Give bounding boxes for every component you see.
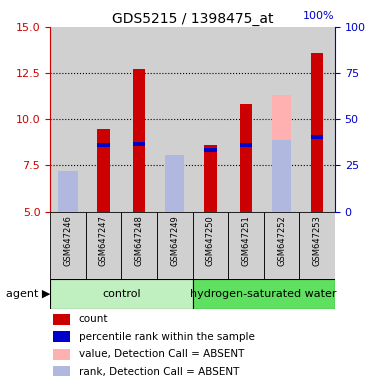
Bar bbox=[121, 27, 157, 212]
Bar bbox=[53, 331, 70, 342]
Bar bbox=[157, 212, 192, 279]
Bar bbox=[85, 212, 121, 279]
Bar bbox=[192, 27, 228, 212]
Bar bbox=[240, 143, 252, 147]
Bar bbox=[97, 143, 110, 147]
Text: agent ▶: agent ▶ bbox=[6, 289, 50, 299]
Bar bbox=[85, 27, 121, 212]
Title: GDS5215 / 1398475_at: GDS5215 / 1398475_at bbox=[112, 12, 273, 26]
Bar bbox=[228, 212, 264, 279]
Bar bbox=[50, 279, 192, 309]
Bar bbox=[228, 27, 264, 212]
Bar bbox=[97, 129, 110, 212]
Text: control: control bbox=[102, 289, 141, 299]
Bar bbox=[264, 27, 300, 212]
Bar bbox=[264, 212, 300, 279]
Text: 100%: 100% bbox=[303, 12, 335, 22]
Bar bbox=[300, 212, 335, 279]
Bar bbox=[133, 70, 145, 212]
Text: rank, Detection Call = ABSENT: rank, Detection Call = ABSENT bbox=[79, 367, 239, 377]
Bar bbox=[272, 140, 291, 212]
Bar bbox=[300, 27, 335, 212]
Bar bbox=[133, 142, 145, 146]
Bar bbox=[58, 200, 78, 212]
Bar bbox=[165, 155, 184, 212]
Text: value, Detection Call = ABSENT: value, Detection Call = ABSENT bbox=[79, 349, 244, 359]
Bar bbox=[192, 212, 228, 279]
Text: GSM647252: GSM647252 bbox=[277, 215, 286, 266]
Bar bbox=[121, 212, 157, 279]
Bar bbox=[311, 135, 323, 139]
Bar bbox=[50, 27, 85, 212]
Text: GSM647248: GSM647248 bbox=[135, 215, 144, 266]
Text: count: count bbox=[79, 314, 108, 324]
Bar bbox=[165, 157, 184, 212]
Text: GSM647249: GSM647249 bbox=[170, 215, 179, 266]
Text: GSM647246: GSM647246 bbox=[64, 215, 72, 266]
Bar bbox=[311, 53, 323, 212]
Bar bbox=[204, 148, 216, 152]
Text: hydrogen-saturated water: hydrogen-saturated water bbox=[191, 289, 337, 299]
Bar bbox=[204, 145, 216, 212]
Text: percentile rank within the sample: percentile rank within the sample bbox=[79, 332, 254, 342]
Bar bbox=[53, 366, 70, 377]
Bar bbox=[272, 95, 291, 212]
Text: GSM647253: GSM647253 bbox=[313, 215, 321, 266]
Text: GSM647247: GSM647247 bbox=[99, 215, 108, 266]
Text: GSM647250: GSM647250 bbox=[206, 215, 215, 266]
Bar bbox=[53, 349, 70, 359]
Bar bbox=[192, 279, 335, 309]
Bar bbox=[240, 104, 252, 212]
Text: GSM647251: GSM647251 bbox=[241, 215, 250, 266]
Bar bbox=[50, 212, 85, 279]
Bar bbox=[58, 171, 78, 212]
Bar bbox=[157, 27, 192, 212]
Bar bbox=[53, 314, 70, 324]
